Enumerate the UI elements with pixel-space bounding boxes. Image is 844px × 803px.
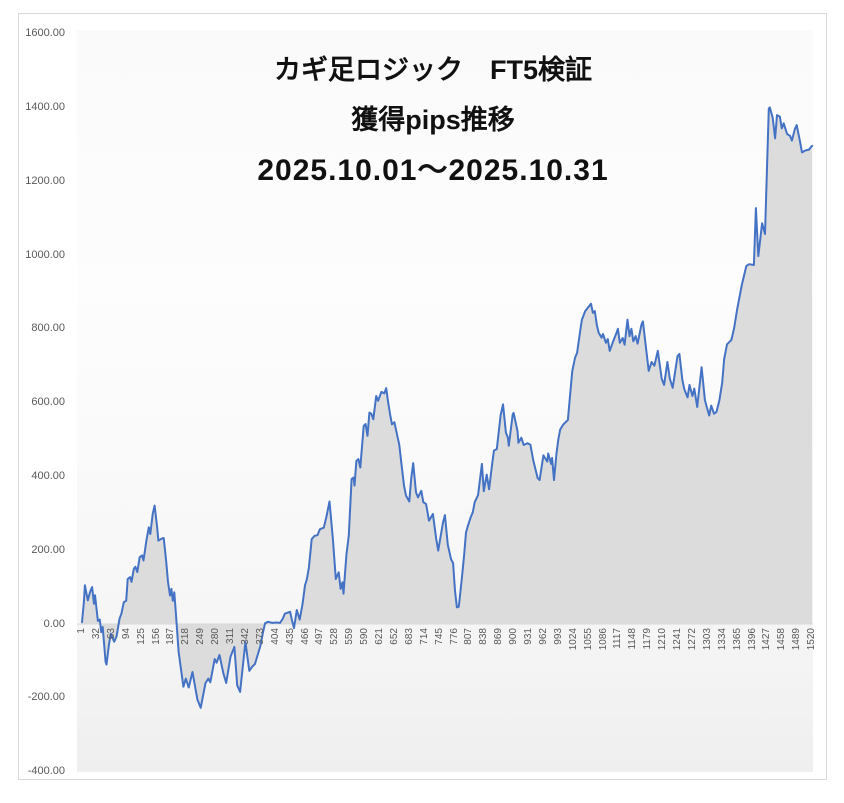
x-axis-tick-label: 280 xyxy=(210,628,222,645)
x-axis-tick-label: 187 xyxy=(165,628,177,645)
x-axis-tick-label: 1272 xyxy=(686,628,698,651)
chart-title-line-2: 獲得pips推移 xyxy=(351,105,515,135)
x-axis-tick-label: 776 xyxy=(448,628,460,645)
x-axis-tick-label: 1148 xyxy=(627,628,639,650)
x-axis-tick-label: 1117 xyxy=(612,628,624,649)
x-axis-tick-label: 838 xyxy=(478,628,490,645)
x-axis-tick-label: 32 xyxy=(90,628,102,640)
x-axis-tick-label: 807 xyxy=(463,628,475,645)
x-axis-tick-label: 590 xyxy=(359,628,371,645)
x-axis-tick-label: 1086 xyxy=(597,628,609,651)
x-axis-tick-label: 1055 xyxy=(582,628,594,651)
y-axis-tick-label: -400.00 xyxy=(27,765,65,778)
area-series xyxy=(82,107,813,708)
x-axis-tick-label: 993 xyxy=(552,628,564,645)
y-axis-tick-label: 1400.00 xyxy=(25,100,65,113)
y-axis-tick-label: 1600.00 xyxy=(25,27,65,40)
x-axis-tick-label: 249 xyxy=(195,628,207,645)
x-axis-tick-label: 1 xyxy=(76,628,87,634)
x-axis-tick-label: 1520 xyxy=(806,628,818,651)
x-axis-tick-label: 1179 xyxy=(642,628,654,650)
x-axis-tick-label: 1427 xyxy=(761,628,773,651)
x-axis-tick-label: 94 xyxy=(120,628,132,640)
x-axis-tick-label: 900 xyxy=(508,628,520,645)
x-axis-tick-label: 1365 xyxy=(731,628,743,651)
x-axis-tick-label: 652 xyxy=(388,628,400,645)
x-axis-tick-label: 528 xyxy=(329,628,341,645)
x-axis-tick-label: 218 xyxy=(180,628,192,645)
x-axis-tick-label: 156 xyxy=(150,628,162,645)
x-axis-tick-label: 1489 xyxy=(791,628,803,651)
x-axis-tick-label: 497 xyxy=(314,628,326,645)
y-axis-tick-label: 200.00 xyxy=(31,543,65,556)
x-axis-tick-label: 1241 xyxy=(672,628,683,651)
x-axis-tick-label: 621 xyxy=(374,628,385,645)
x-axis-tick-label: 962 xyxy=(537,628,549,645)
y-axis-tick-label: -200.00 xyxy=(27,691,65,704)
chart-title-line-1: カギ足ロジック FT5検証 xyxy=(273,55,592,85)
x-axis-tick-label: 714 xyxy=(418,628,430,645)
y-axis-tick-label: 400.00 xyxy=(31,469,65,482)
y-axis-tick-label: 1000.00 xyxy=(25,248,65,261)
chart-title-line-3: 2025.10.01～2025.10.31 xyxy=(257,154,609,187)
x-axis-tick-label: 869 xyxy=(493,628,505,645)
x-axis-tick-label: 404 xyxy=(269,628,281,645)
x-axis-tick-label: 63 xyxy=(105,628,117,640)
x-axis-tick-label: 931 xyxy=(523,628,534,645)
x-axis-tick-label: 342 xyxy=(239,628,251,645)
y-axis-tick-label: 0.00 xyxy=(43,617,65,630)
x-axis-tick-label: 435 xyxy=(284,628,296,645)
y-axis-tick-label: 1200.00 xyxy=(25,174,65,187)
line-series xyxy=(81,106,814,709)
x-axis-tick-label: 373 xyxy=(254,628,266,645)
x-axis-tick-label: 1334 xyxy=(716,628,728,651)
x-axis-tick-label: 125 xyxy=(135,628,147,645)
x-axis-tick-label: 466 xyxy=(299,628,311,645)
x-axis-tick-label: 745 xyxy=(433,628,445,645)
x-axis-tick-label: 1458 xyxy=(776,628,788,651)
x-axis-tick-label: 1024 xyxy=(567,628,579,651)
x-axis-tick-label: 559 xyxy=(344,628,356,645)
x-axis-tick-label: 1303 xyxy=(701,628,713,651)
x-axis-tick-label: 683 xyxy=(403,628,415,645)
y-axis-tick-label: 800.00 xyxy=(31,322,65,335)
x-axis-tick-label: 1396 xyxy=(746,628,758,651)
y-axis-tick-label: 600.00 xyxy=(31,396,65,409)
x-axis-tick-label: 311 xyxy=(225,628,236,644)
x-axis-tick-label: 1210 xyxy=(657,628,669,651)
